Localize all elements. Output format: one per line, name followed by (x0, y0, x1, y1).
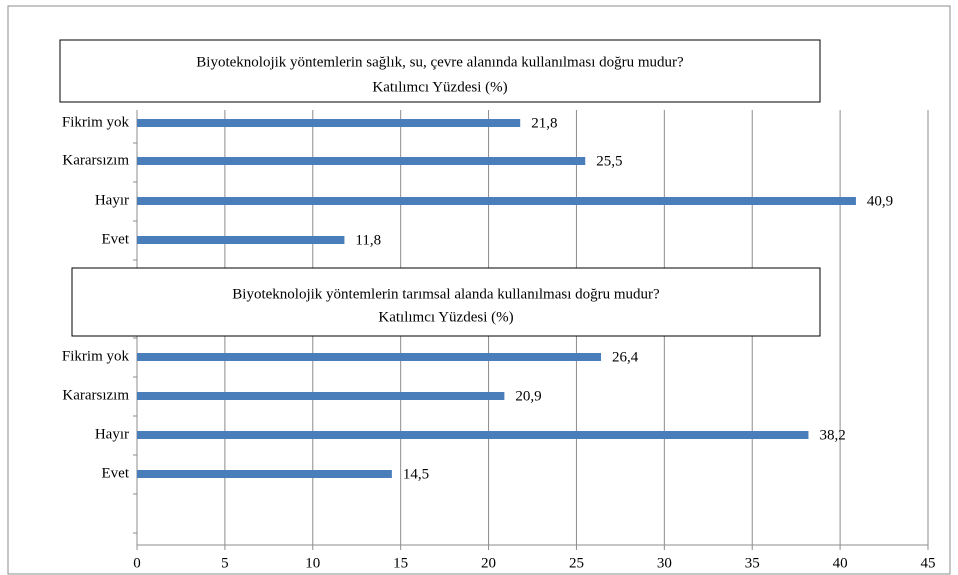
data-label: 40,9 (867, 193, 893, 209)
y-tick-label: Evet (102, 231, 130, 247)
y-tick-label: Fikrim yok (62, 114, 130, 130)
y-tick-label: Fikrim yok (62, 348, 130, 364)
x-tick-label: 25 (569, 555, 584, 571)
chart-title: Biyoteknolojik yöntemlerin sağlık, su, ç… (196, 54, 684, 70)
title-box (71, 267, 821, 337)
chart-title: Biyoteknolojik yöntemlerin tarımsal alan… (232, 286, 660, 302)
bar (137, 197, 856, 205)
data-label: 25,5 (596, 153, 622, 169)
y-tick-label: Kararsızım (62, 152, 129, 168)
data-label: 38,2 (819, 427, 845, 443)
data-label: 20,9 (515, 388, 541, 404)
bar (137, 157, 586, 165)
bar (137, 431, 809, 439)
bar (137, 353, 602, 361)
frame (7, 5, 951, 575)
bar (137, 236, 345, 244)
x-tick-label: 35 (745, 555, 760, 571)
x-tick-label: 45 (921, 555, 936, 571)
y-tick-label: Kararsızım (62, 387, 129, 403)
data-label: 26,4 (612, 349, 639, 365)
x-tick-label: 0 (133, 555, 141, 571)
title-box (59, 39, 821, 103)
bar (137, 470, 392, 478)
x-tick-label: 30 (657, 555, 672, 571)
x-tick-label: 15 (393, 555, 408, 571)
data-label: 14,5 (403, 466, 429, 482)
chart-subtitle: Katılımcı Yüzdesi (%) (372, 79, 507, 95)
x-tick-label: 40 (833, 555, 848, 571)
data-label: 21,8 (531, 115, 557, 131)
x-tick-label: 5 (221, 555, 229, 571)
y-tick-label: Hayır (95, 426, 129, 442)
x-tick-label: 20 (481, 555, 496, 571)
chart-subtitle: Katılımcı Yüzdesi (%) (378, 309, 513, 325)
data-label: 11,8 (355, 232, 381, 248)
x-tick-label: 10 (305, 555, 320, 571)
bar (137, 119, 521, 127)
bar (137, 392, 505, 400)
y-tick-label: Evet (102, 465, 130, 481)
y-tick-label: Hayır (95, 192, 129, 208)
